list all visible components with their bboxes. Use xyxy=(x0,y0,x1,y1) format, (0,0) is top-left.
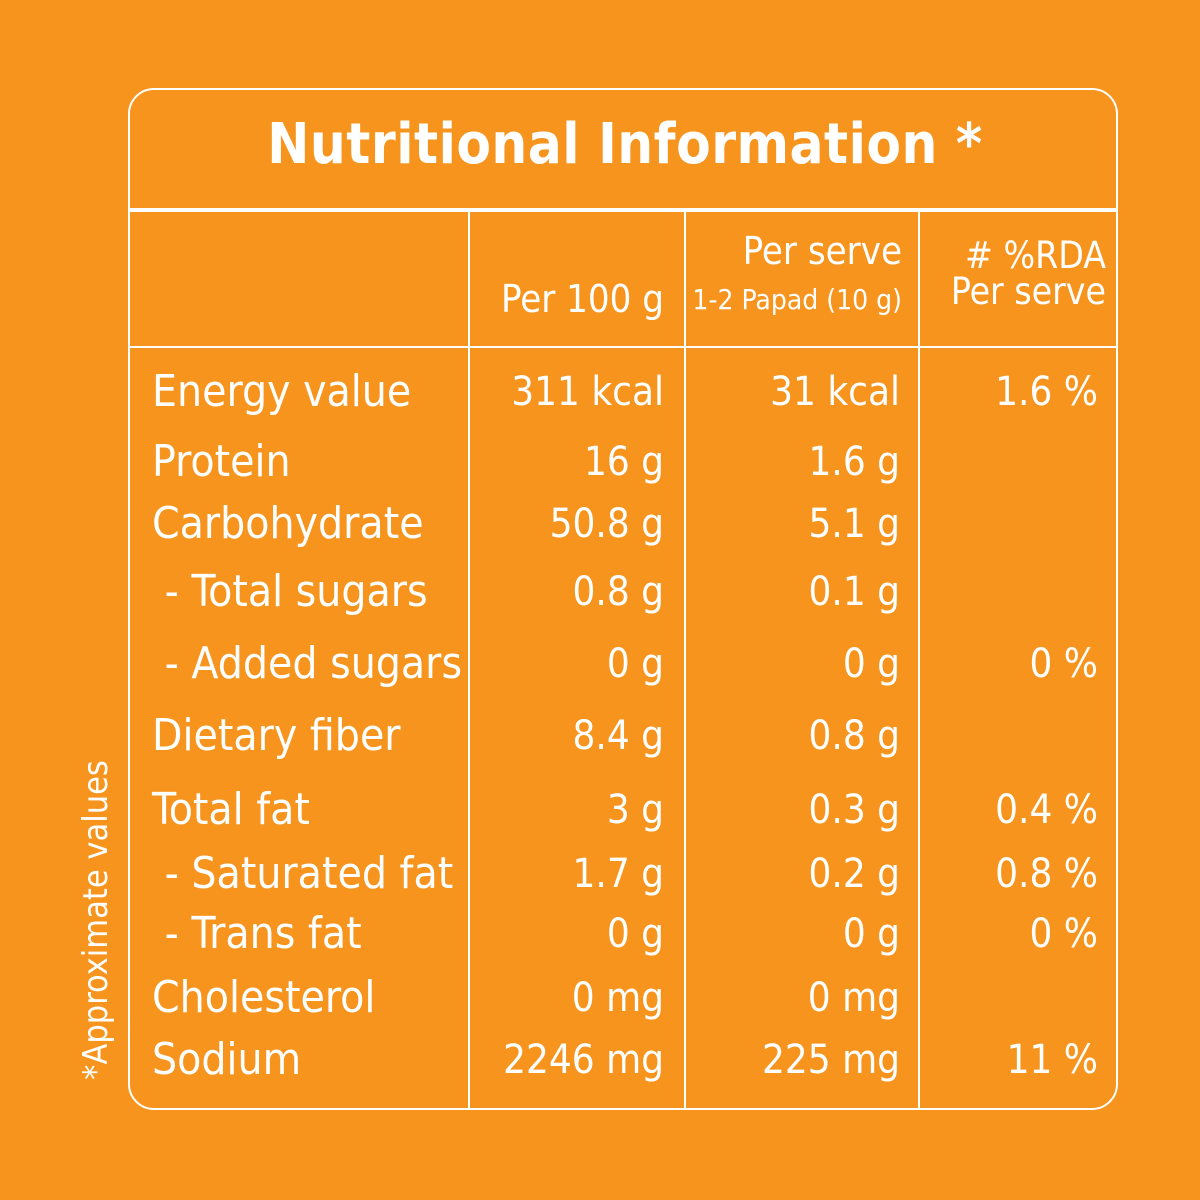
value-per-100g: 3 g xyxy=(606,787,664,833)
nutrient-name: - Total sugars xyxy=(152,566,428,617)
header-divider xyxy=(130,346,1116,348)
table-row: - Trans fat 0 g 0 g 0 % xyxy=(130,904,1116,964)
nutrient-name: Sodium xyxy=(152,1034,302,1085)
value-per-serve: 0 g xyxy=(842,641,900,687)
value-per-100g: 0 mg xyxy=(571,975,664,1021)
value-rda: 0.8 % xyxy=(995,851,1098,897)
value-per-100g: 8.4 g xyxy=(572,713,664,759)
table-row: Carbohydrate 50.8 g 5.1 g xyxy=(130,494,1116,554)
value-rda: 11 % xyxy=(1006,1037,1098,1083)
column-divider xyxy=(918,210,920,1108)
value-per-100g: 2246 mg xyxy=(503,1037,664,1083)
value-per-100g: 0.8 g xyxy=(572,569,664,615)
value-per-serve: 0.1 g xyxy=(808,569,900,615)
value-rda: 1.6 % xyxy=(995,369,1098,415)
nutrient-name: Carbohydrate xyxy=(152,498,424,549)
nutrient-name: Total fat xyxy=(152,784,310,835)
nutrient-name: Protein xyxy=(152,436,291,487)
nutrient-name: Dietary fiber xyxy=(152,710,401,761)
title-divider xyxy=(130,208,1116,212)
value-rda: 0 % xyxy=(1029,911,1098,957)
header-per-100g: Per 100 g xyxy=(500,277,664,321)
table-row: Sodium 2246 mg 225 mg 11 % xyxy=(130,1030,1116,1090)
value-rda: 0 % xyxy=(1029,641,1098,687)
table-row: Total fat 3 g 0.3 g 0.4 % xyxy=(130,780,1116,840)
value-per-100g: 0 g xyxy=(606,911,664,957)
header-serve-size: 1-2 Papad (10 g) xyxy=(692,283,902,316)
nutrient-name: Energy value xyxy=(152,366,412,417)
header-rda: # %RDA Per serve xyxy=(950,234,1106,313)
value-per-serve: 0.8 g xyxy=(808,713,900,759)
approximate-values-note: *Approximate values xyxy=(76,760,116,1080)
column-divider xyxy=(468,210,470,1108)
table-row: - Added sugars 0 g 0 g 0 % xyxy=(130,634,1116,694)
table-row: Protein 16 g 1.6 g xyxy=(130,432,1116,492)
table-row: - Total sugars 0.8 g 0.1 g xyxy=(130,562,1116,622)
page-title: Nutritional Information * xyxy=(267,112,983,177)
header-rda-line2: Per serve xyxy=(950,270,1106,313)
value-per-serve: 5.1 g xyxy=(808,501,900,547)
value-per-serve: 0 mg xyxy=(807,975,900,1021)
table-row: Energy value 311 kcal 31 kcal 1.6 % xyxy=(130,362,1116,422)
table-row: - Saturated fat 1.7 g 0.2 g 0.8 % xyxy=(130,844,1116,904)
nutrient-name: - Saturated fat xyxy=(152,848,454,899)
nutrient-name: - Added sugars xyxy=(152,638,463,689)
value-per-100g: 311 kcal xyxy=(511,369,664,415)
value-per-serve: 1.6 g xyxy=(808,439,900,485)
table-row: Cholesterol 0 mg 0 mg xyxy=(130,968,1116,1028)
value-per-serve: 225 mg xyxy=(761,1037,900,1083)
value-rda: 0.4 % xyxy=(995,787,1098,833)
nutrient-name: - Trans fat xyxy=(152,908,362,959)
header-per-serve: Per serve xyxy=(742,229,902,273)
value-per-100g: 0 g xyxy=(606,641,664,687)
value-per-100g: 16 g xyxy=(583,439,664,485)
nutrition-table: Per 100 g Per serve 1-2 Papad (10 g) # %… xyxy=(128,88,1118,1110)
header-rda-line1: # %RDA xyxy=(965,234,1106,277)
column-divider xyxy=(684,210,686,1108)
value-per-serve: 0.3 g xyxy=(808,787,900,833)
value-per-serve: 0.2 g xyxy=(808,851,900,897)
value-per-100g: 50.8 g xyxy=(549,501,664,547)
value-per-serve: 0 g xyxy=(842,911,900,957)
table-row: Dietary fiber 8.4 g 0.8 g xyxy=(130,706,1116,766)
value-per-100g: 1.7 g xyxy=(572,851,664,897)
nutrient-name: Cholesterol xyxy=(152,972,376,1023)
value-per-serve: 31 kcal xyxy=(770,369,900,415)
